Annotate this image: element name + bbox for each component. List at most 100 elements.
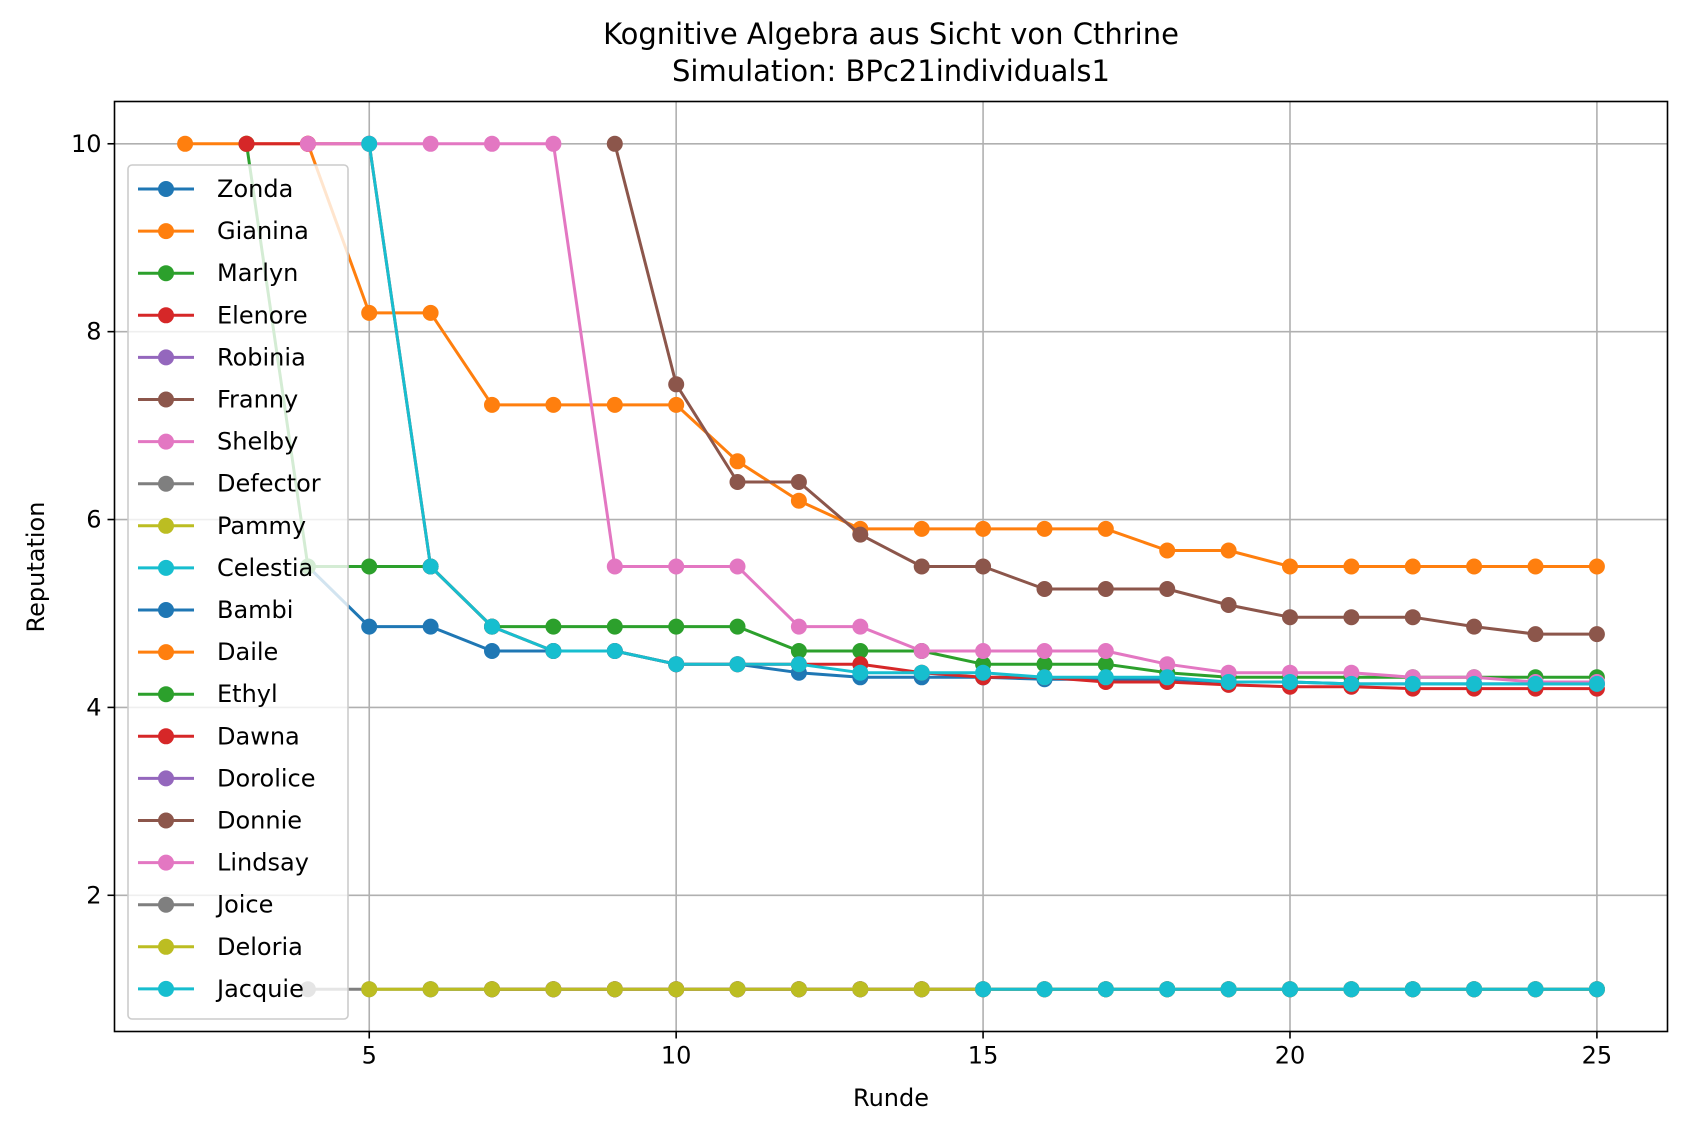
legend-label: Dorolice xyxy=(217,764,315,792)
data-point xyxy=(1159,981,1176,998)
data-point xyxy=(1036,643,1053,659)
data-point xyxy=(361,558,378,575)
legend-item: Dawna xyxy=(138,722,300,750)
data-point xyxy=(1588,981,1605,998)
data-point xyxy=(545,135,562,152)
data-point xyxy=(729,981,746,998)
legend-label: Dawna xyxy=(217,722,300,750)
legend-label: Shelby xyxy=(217,428,298,456)
data-point xyxy=(1527,558,1544,575)
data-point xyxy=(484,981,500,998)
data-point xyxy=(1404,981,1421,998)
plot-frame xyxy=(113,100,1669,1033)
legend-item: Donnie xyxy=(138,807,302,835)
legend-item: Joice xyxy=(138,891,273,919)
data-point xyxy=(606,981,623,998)
ticks: 5 10 15 20 25 2 4 6 8 10 xyxy=(71,130,1612,1070)
data-point xyxy=(606,643,623,659)
data-point xyxy=(484,396,500,413)
data-point xyxy=(484,618,500,635)
data-point xyxy=(1404,609,1421,626)
data-point xyxy=(1159,656,1176,673)
legend-frame xyxy=(127,164,349,1020)
legend: Zonda Gianina Marlyn Elenore Robinia Franny Sh… xyxy=(127,164,349,1020)
data-point xyxy=(852,643,869,659)
data-point xyxy=(422,304,439,321)
data-point xyxy=(361,135,378,152)
legend-label: Joice xyxy=(215,891,273,919)
data-point xyxy=(238,135,255,152)
legend-label: Bambi xyxy=(217,596,293,624)
data-point xyxy=(606,135,623,152)
data-point xyxy=(668,396,685,413)
data-point xyxy=(1220,674,1237,690)
legend-label: Lindsay xyxy=(217,849,309,877)
data-point xyxy=(913,558,930,575)
legend-item: Ethyl xyxy=(138,680,278,708)
legend-label: Pammy xyxy=(217,512,306,540)
legend-marker xyxy=(158,265,174,282)
data-point xyxy=(545,643,562,659)
legend-item: Gianina xyxy=(138,217,309,245)
legend-label: Jacquie xyxy=(215,975,304,1003)
legend-marker xyxy=(158,770,174,787)
data-point xyxy=(790,981,807,998)
x-tick-label: 10 xyxy=(661,1042,692,1070)
data-point xyxy=(545,618,562,635)
data-point xyxy=(975,558,992,575)
data-point xyxy=(1588,626,1605,643)
data-point xyxy=(1343,558,1360,575)
data-point xyxy=(729,558,746,575)
data-point xyxy=(1527,981,1544,998)
legend-label: Deloria xyxy=(217,933,303,961)
data-point xyxy=(1282,609,1298,626)
legend-label: Ethyl xyxy=(217,680,278,708)
y-tick-label: 10 xyxy=(71,130,102,158)
legend-item: Deloria xyxy=(138,933,303,961)
data-point xyxy=(1036,669,1053,686)
data-point xyxy=(1527,675,1544,692)
y-tick-label: 2 xyxy=(86,881,101,909)
series-jacquie xyxy=(975,981,1605,998)
data-point xyxy=(1097,656,1114,673)
data-point xyxy=(729,618,746,635)
legend-label: Celestia xyxy=(217,554,313,582)
y-tick-label: 6 xyxy=(86,506,101,534)
legend-label: Robinia xyxy=(217,343,306,371)
series-franny xyxy=(606,135,1605,643)
series-line xyxy=(307,142,1597,684)
series-celestia xyxy=(361,135,1605,692)
data-point xyxy=(913,643,930,659)
data-point xyxy=(545,396,562,413)
data-point xyxy=(668,618,685,635)
data-point xyxy=(1097,581,1114,597)
legend-item: Robinia xyxy=(138,343,306,371)
y-tick-label: 8 xyxy=(86,318,101,346)
legend-item: Bambi xyxy=(138,596,293,624)
data-point xyxy=(361,618,378,635)
data-point xyxy=(361,304,378,321)
legend-label: Elenore xyxy=(217,301,308,329)
legend-item: Lindsay xyxy=(138,849,309,877)
data-point xyxy=(729,656,746,673)
legend-marker xyxy=(158,307,174,324)
data-point xyxy=(852,618,869,635)
data-point xyxy=(1466,558,1483,575)
legend-item: Shelby xyxy=(138,428,298,456)
data-point xyxy=(1282,558,1298,575)
data-point xyxy=(1404,558,1421,575)
x-tick-label: 5 xyxy=(362,1042,377,1070)
data-point xyxy=(852,526,869,543)
data-point xyxy=(422,618,439,635)
legend-item: Defector xyxy=(138,470,321,498)
x-tick-label: 20 xyxy=(1275,1042,1306,1070)
legend-item: Marlyn xyxy=(138,259,298,287)
legend-marker xyxy=(158,223,174,240)
legend-item: Zonda xyxy=(138,175,293,203)
data-point xyxy=(1343,609,1360,626)
data-point xyxy=(790,643,807,659)
data-point xyxy=(606,396,623,413)
data-point xyxy=(668,376,685,393)
legend-label: Donnie xyxy=(217,807,302,835)
